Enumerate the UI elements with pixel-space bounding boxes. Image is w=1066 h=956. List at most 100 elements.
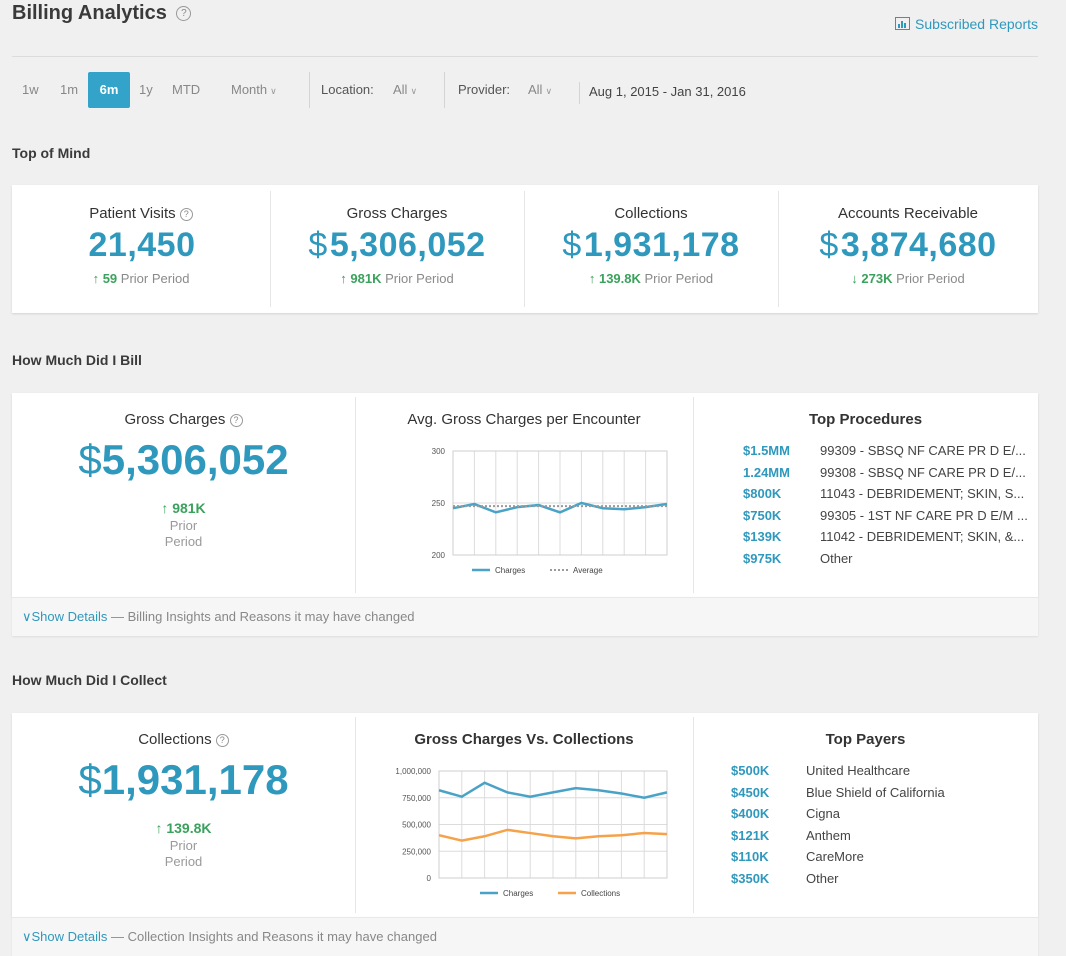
list-item[interactable]: $139K 11042 - DEBRIDEMENT; SKIN, &... [743, 529, 1063, 547]
list-item[interactable]: $400K Cigna [731, 806, 1051, 824]
metric-gross-charges[interactable]: Gross Charges $5,306,052 ↑ 981K Prior Pe… [270, 185, 524, 313]
page-title-text: Billing Analytics [12, 2, 167, 24]
show-details-link[interactable]: ∨Show Details [22, 929, 107, 944]
chevron-down-icon: ∨ [545, 86, 553, 96]
details-text: — Billing Insights and Reasons it may ha… [111, 609, 415, 624]
filter-bar: 1w 1m 6m 1y MTD Month ∨ Location: All ∨ Pr… [12, 72, 1038, 108]
show-details-link[interactable]: ∨Show Details [22, 609, 107, 624]
divider [693, 397, 694, 593]
divider [778, 191, 779, 307]
avg-charges-chart: 300 250 200 Charges Average [432, 447, 668, 575]
metric-accounts-receivable[interactable]: Accounts Receivable $3,874,680 ↓ 273K Pr… [778, 185, 1038, 313]
bill-details-bar: ∨Show Details — Billing Insights and Rea… [12, 597, 1038, 636]
list-item[interactable]: $800K 11043 - DEBRIDEMENT; SKIN, S... [743, 486, 1063, 504]
help-icon[interactable]: ? [215, 733, 229, 747]
date-range[interactable]: Aug 1, 2015 - Jan 31, 2016 [589, 84, 746, 99]
collect-card: Collections ? $1,931,178 ↑ 139.8K Prior … [12, 713, 1038, 917]
divider [355, 397, 356, 593]
range-mtd[interactable]: MTD [172, 82, 201, 97]
list-item-name: 99309 - SBSQ NF CARE PR D E/... [820, 443, 1026, 458]
list-item[interactable]: 1.24MM 99308 - SBSQ NF CARE PR D E/... [743, 465, 1063, 483]
metric-collections[interactable]: Collections $1,931,178 ↑ 139.8K Prior Pe… [524, 185, 778, 313]
prior-label: Prior [169, 518, 198, 533]
y-tick-label: 300 [432, 447, 446, 456]
divider [270, 191, 271, 307]
arrow-icon: ↓ [851, 271, 858, 286]
list-item[interactable]: $350K Other [731, 871, 1051, 889]
section-title-top-of-mind: Top of Mind [12, 145, 91, 161]
prior-period-label: Prior Period [385, 271, 454, 286]
kpi-label: Gross Charges [124, 411, 226, 428]
period-label: Period [164, 854, 203, 869]
list-item-amount: 1.24MM [743, 464, 790, 480]
kpi-change: ↑ 139.8K [155, 820, 212, 836]
list-item-name: 99308 - SBSQ NF CARE PR D E/... [820, 464, 1026, 480]
metric-value: 5,306,052 [329, 226, 486, 264]
series-line-charges[interactable] [438, 781, 668, 800]
top-payers-panel: Top Payers $500K United Healthcare $450K Bl… [693, 713, 1038, 917]
help-icon[interactable]: ? [229, 413, 243, 427]
top-of-mind-card: Patient Visits ? 21,450 ↑ 59 Prior Perio… [12, 185, 1038, 313]
metric-label: Collections [614, 205, 688, 222]
kpi-label: Collections [138, 731, 212, 748]
top-procedures-title: Top Procedures [808, 411, 923, 428]
currency-symbol: $ [78, 756, 102, 803]
arrow-icon: ↑ [588, 271, 596, 286]
location-value: All [393, 82, 408, 97]
granularity-dropdown[interactable]: Month ∨ [231, 72, 277, 108]
range-6m[interactable]: 6m [88, 72, 130, 108]
location-dropdown[interactable]: All ∨ [393, 72, 417, 109]
list-item-name: Other [806, 870, 839, 886]
prior-period-label: Prior Period [120, 271, 190, 286]
list-item-amount: $400K [731, 806, 770, 821]
list-item[interactable]: $1.5MM 99309 - SBSQ NF CARE PR D E/... [743, 443, 1063, 461]
range-1w[interactable]: 1w [22, 82, 39, 97]
show-details-label: Show Details [31, 929, 108, 944]
series-line-charges[interactable] [452, 501, 668, 514]
chart-title: Avg. Gross Charges per Encounter [407, 411, 641, 428]
legend-label: Average [573, 566, 603, 575]
divider [524, 191, 525, 307]
legend-label: Charges [495, 566, 525, 575]
show-details-label: Show Details [31, 609, 108, 624]
legend-label: Collections [581, 889, 620, 898]
kpi-change: ↑ 981K [161, 500, 206, 516]
help-icon[interactable]: ? [176, 6, 192, 21]
list-item[interactable]: $975K Other [743, 551, 1063, 569]
metric-change: 59 [102, 271, 118, 286]
list-item-amount: $975K [743, 550, 782, 566]
list-item-name: United Healthcare [806, 763, 911, 778]
provider-label: Provider: [458, 82, 511, 97]
currency-symbol: $ [78, 436, 102, 483]
range-1y[interactable]: 1y [139, 82, 153, 97]
chevron-down-icon: ∨ [22, 609, 32, 624]
list-item[interactable]: $110K CareMore [731, 849, 1051, 867]
series-line-collections[interactable] [438, 828, 668, 842]
bill-chart-panel: Avg. Gross Charges per Encounter 300 250 2… [355, 393, 693, 597]
list-item-amount: $121K [731, 827, 770, 843]
chevron-down-icon: ∨ [270, 86, 277, 96]
list-item-amount: $500K [731, 763, 770, 778]
provider-value: All [528, 82, 543, 97]
divider [579, 82, 580, 104]
top-procedures-panel: Top Procedures $1.5MM 99309 - SBSQ NF CAR… [693, 393, 1038, 597]
y-tick-label: 250 [432, 499, 446, 508]
range-1m[interactable]: 1m [60, 82, 79, 97]
provider-dropdown[interactable]: All ∨ [528, 72, 552, 109]
collect-chart-panel: Gross Charges Vs. Collections 1,000,000 7… [355, 713, 693, 917]
metric-label: Patient Visits [89, 205, 176, 222]
location-label: Location: [321, 82, 374, 97]
subscribed-reports-link[interactable]: Subscribed Reports [895, 16, 1038, 32]
y-tick-label: 250,000 [402, 847, 431, 856]
metric-patient-visits[interactable]: Patient Visits ? 21,450 ↑ 59 Prior Perio… [12, 185, 270, 313]
list-item[interactable]: $500K United Healthcare [731, 763, 1051, 781]
kpi-value: 1,931,178 [101, 756, 289, 803]
list-item[interactable]: $450K Blue Shield of California [731, 785, 1051, 803]
currency-symbol: $ [308, 226, 328, 264]
list-item[interactable]: $750K 99305 - 1ST NF CARE PR D E/M ... [743, 508, 1063, 526]
help-icon[interactable]: ? [179, 207, 193, 221]
list-item[interactable]: $121K Anthem [731, 828, 1051, 846]
subscribed-reports-label: Subscribed Reports [915, 16, 1038, 32]
bar-chart-icon [895, 17, 911, 30]
legend-label: Charges [503, 889, 533, 898]
